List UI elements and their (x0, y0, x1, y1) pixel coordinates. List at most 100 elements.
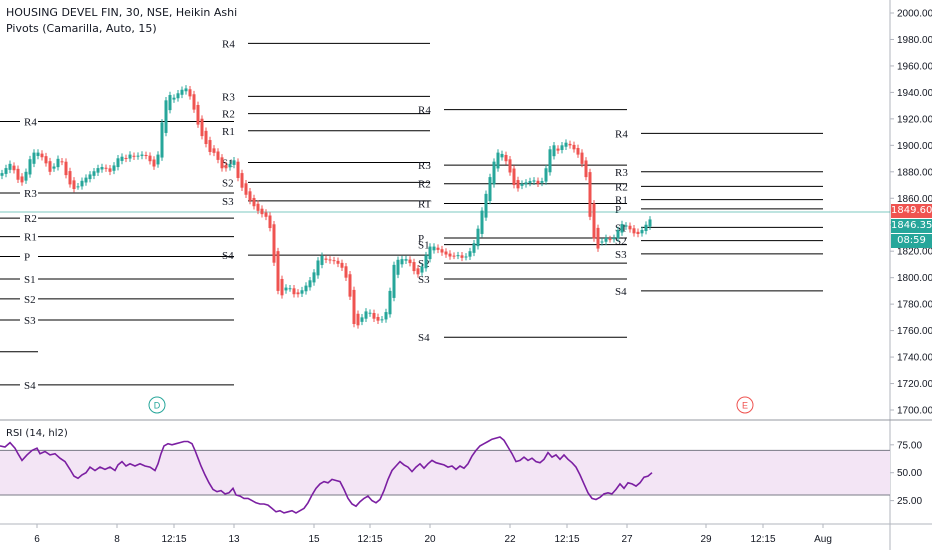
candle-body (540, 181, 544, 183)
bar-countdown-badge: 08:59 (891, 234, 932, 248)
candle-body (616, 230, 620, 239)
candle-body (24, 171, 28, 181)
pivot-level-label: S3 (418, 274, 430, 286)
pivot-level-label: S3 (615, 249, 627, 261)
candle-body (108, 168, 112, 172)
candle-body (264, 212, 268, 217)
candle-body (456, 255, 460, 257)
price-tick-label: 1760.00 (897, 326, 932, 337)
candle-body (624, 225, 628, 227)
price-tick-label: 1700.00 (897, 406, 932, 417)
candle-body (632, 228, 636, 234)
candle-body (356, 313, 360, 326)
candle-body (600, 241, 604, 243)
session-marker-circle (736, 396, 754, 414)
candle-body (388, 290, 392, 315)
candle-body (8, 163, 12, 170)
candle-body (576, 147, 580, 155)
candle-body (36, 152, 40, 156)
pivot-level-label: R2 (24, 213, 37, 225)
candle-body (568, 143, 572, 146)
price-tick-label: 1880.00 (897, 167, 932, 178)
candle-body (492, 161, 496, 185)
candle-body (628, 225, 632, 230)
candle-body (116, 158, 120, 168)
candle-body (296, 292, 300, 295)
candle-body (396, 259, 400, 275)
candle-body (140, 154, 144, 156)
candle-body (424, 255, 428, 269)
pivot-level-label: R2 (222, 109, 235, 121)
rsi-indicator-label: RSI (14, hl2) (6, 428, 68, 439)
time-tick-label: 12:15 (161, 534, 186, 545)
candle-body (280, 278, 284, 296)
candle-body (368, 312, 372, 314)
pivot-level-label: S3 (24, 315, 36, 327)
candle-body (608, 239, 612, 241)
candle-body (68, 171, 72, 185)
close-price-badge: 1846.35 (891, 219, 932, 233)
candle-body (312, 272, 316, 283)
candle-body (548, 149, 552, 173)
rsi-band (0, 450, 890, 496)
candle-body (380, 319, 384, 321)
candle-body (404, 259, 408, 261)
candle-body (132, 155, 136, 157)
price-tick-label: 1940.00 (897, 88, 932, 99)
candle-body (460, 255, 464, 258)
price-tick-label: 1860.00 (897, 194, 932, 205)
candle-body (136, 155, 140, 157)
candle-body (180, 89, 184, 95)
candle-body (156, 154, 160, 165)
candle-body (88, 174, 92, 180)
candle-body (124, 157, 128, 159)
candle-body (488, 177, 492, 201)
candle-body (584, 160, 588, 178)
candle-body (260, 208, 264, 215)
candle-body (300, 290, 304, 294)
candle-body (420, 266, 424, 273)
candle-body (444, 251, 448, 255)
price-tick-label: 1820.00 (897, 247, 932, 258)
candle-body (168, 95, 172, 111)
session-marker-label: E (742, 401, 748, 411)
pivot-level-label: R1 (24, 232, 37, 244)
candle-body (580, 152, 584, 164)
candle-body (224, 165, 228, 169)
pivot-level-label: R4 (222, 38, 235, 50)
candle-body (520, 183, 524, 186)
candle-body (252, 198, 256, 207)
candle-body (364, 311, 368, 319)
candle-body (0, 173, 4, 176)
candle-body (232, 160, 236, 165)
pivot-level-label: S2 (222, 177, 234, 189)
candle-body (336, 260, 340, 264)
candle-body (304, 285, 308, 292)
time-tick-label: 13 (228, 534, 240, 545)
pivot-level-label: R4 (418, 105, 431, 117)
candle-body (160, 122, 164, 158)
pivot-level-label: R4 (615, 128, 628, 140)
candle-body (552, 145, 556, 157)
candle-body (544, 168, 548, 182)
candle-body (52, 166, 56, 169)
candle-body (268, 215, 272, 229)
candle-body (484, 193, 488, 218)
candle-body (104, 167, 108, 169)
candle-body (212, 148, 216, 153)
price-tick-label: 1920.00 (897, 114, 932, 125)
candle-body (440, 249, 444, 253)
candle-body (164, 100, 168, 133)
candle-body (348, 274, 352, 297)
time-tick-label: 12:15 (750, 534, 775, 545)
candle-body (128, 154, 132, 159)
price-tick-label: 2000.00 (897, 9, 932, 20)
candle-body (244, 183, 248, 195)
candle-body (620, 224, 624, 233)
candle-body (144, 154, 148, 156)
candle-body (532, 180, 536, 182)
candle-body (216, 151, 220, 160)
time-tick-label: 20 (424, 534, 436, 545)
